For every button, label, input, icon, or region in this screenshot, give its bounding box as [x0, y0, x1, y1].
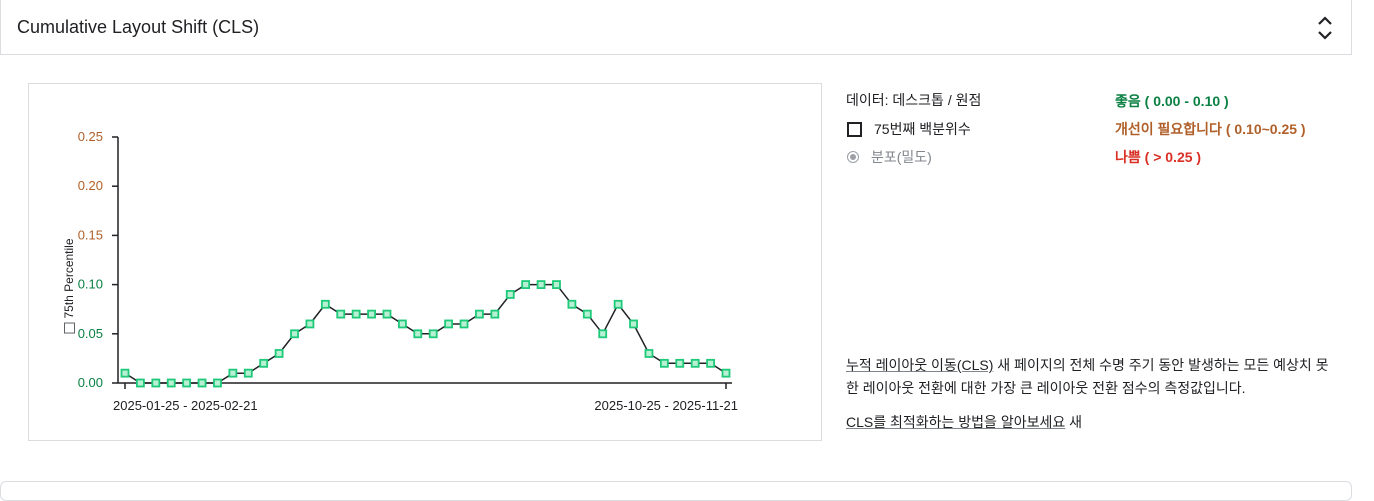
- data-point: [567, 299, 577, 309]
- p75-checkbox-icon[interactable]: [847, 121, 862, 137]
- data-point: [582, 309, 592, 319]
- threshold-needs-improvement: 개선이 필요합니다 ( 0.10~0.25 ): [1115, 121, 1306, 137]
- y-tick-label: 0.00: [78, 375, 103, 390]
- data-point: [320, 299, 330, 309]
- data-point: [274, 349, 284, 358]
- p75-label: 75번째 백분위수: [874, 121, 971, 137]
- data-point: [659, 358, 669, 368]
- data-point: [598, 329, 608, 339]
- description-body: 페이지의 전체 수명 주기 동안 발생하는 모든 예상치 못한 레이아웃 전환에…: [846, 357, 1329, 396]
- data-point: [136, 378, 145, 388]
- data-point: [336, 309, 346, 319]
- data-point: [552, 280, 561, 290]
- next-section-card[interactable]: [0, 481, 1352, 501]
- data-point: [428, 329, 438, 339]
- data-point: [382, 309, 392, 319]
- learn-more-badge: 새: [1065, 414, 1083, 430]
- data-source-label: 데이터: 데스크톱 / 원점: [846, 92, 982, 108]
- data-point: [675, 358, 685, 368]
- learn-more: CLS를 최적화하는 방법을 알아보세요 새: [846, 412, 1082, 432]
- y-tick-label: 0.20: [78, 178, 103, 193]
- y-tick-label: 0.10: [78, 277, 103, 292]
- threshold-poor: 나쁨 ( > 0.25 ): [1115, 149, 1202, 165]
- data-point: [613, 299, 623, 309]
- y-tick-label: 0.05: [78, 326, 103, 341]
- x-label-last: 2025-10-25 - 2025-11-21: [594, 398, 738, 413]
- data-point: [505, 290, 515, 299]
- section-title: Cumulative Layout Shift (CLS): [17, 17, 260, 37]
- cls-chart-card: 0.25 0.20 0.15 0.10 0.05 0.00 2025-01-25 - 202…: [28, 83, 822, 441]
- cls-section-header[interactable]: Cumulative Layout Shift (CLS): [0, 0, 1352, 55]
- data-point: [243, 368, 253, 378]
- data-point: [182, 378, 192, 388]
- data-point: [120, 368, 130, 378]
- data-point: [706, 358, 715, 368]
- data-point: [290, 329, 299, 339]
- p75-toggle[interactable]: 75번째 백분위수: [846, 119, 971, 139]
- metric-description: 누적 레이아웃 이동(CLS) 새 페이지의 전체 수명 주기 동안 발생하는 …: [846, 354, 1336, 400]
- data-point: [151, 378, 161, 388]
- threshold-good: 좋음 ( 0.00 - 0.10 ): [1115, 93, 1229, 109]
- data-point: [413, 329, 423, 339]
- data-point: [444, 319, 454, 329]
- data-point: [459, 319, 469, 329]
- data-point: [490, 309, 500, 319]
- data-point: [367, 309, 376, 319]
- cls-doc-link-badge: 새: [993, 357, 1011, 373]
- y-axis-title[interactable]: 75th Percentile: [62, 238, 76, 334]
- x-label-first: 2025-01-25 - 2025-02-21: [113, 398, 258, 413]
- data-point: [213, 378, 222, 388]
- y-axis-checkbox-icon[interactable]: [63, 322, 75, 334]
- y-tick-label: 0.25: [78, 129, 103, 144]
- y-tick-label: 0.15: [78, 227, 103, 242]
- data-point: [721, 368, 731, 378]
- cls-line-chart: 0.25 0.20 0.15 0.10 0.05 0.00 2025-01-25 - 202…: [78, 129, 738, 413]
- data-point: [351, 309, 361, 319]
- data-point: [259, 358, 269, 368]
- y-axis-title-text: 75th Percentile: [62, 238, 76, 319]
- p75-series-line: [124, 283, 727, 384]
- data-point: [197, 378, 207, 388]
- cls-doc-link[interactable]: 누적 레이아웃 이동(CLS): [846, 357, 994, 373]
- learn-more-link[interactable]: CLS를 최적화하는 방법을 알아보세요: [846, 414, 1066, 430]
- data-point: [536, 280, 546, 290]
- data-point: [228, 368, 238, 378]
- data-point: [521, 280, 531, 290]
- data-point: [305, 319, 315, 329]
- data-point: [644, 349, 654, 358]
- distribution-label: 분포(밀도): [871, 149, 932, 165]
- data-point: [629, 319, 638, 329]
- data-point: [166, 378, 176, 388]
- distribution-radio-icon[interactable]: [847, 151, 859, 163]
- data-point: [690, 358, 700, 368]
- data-point: [397, 319, 407, 329]
- distribution-toggle[interactable]: 분포(밀도): [846, 147, 932, 167]
- expand-collapse-chevron-icon[interactable]: [1311, 12, 1339, 44]
- data-point: [475, 309, 484, 319]
